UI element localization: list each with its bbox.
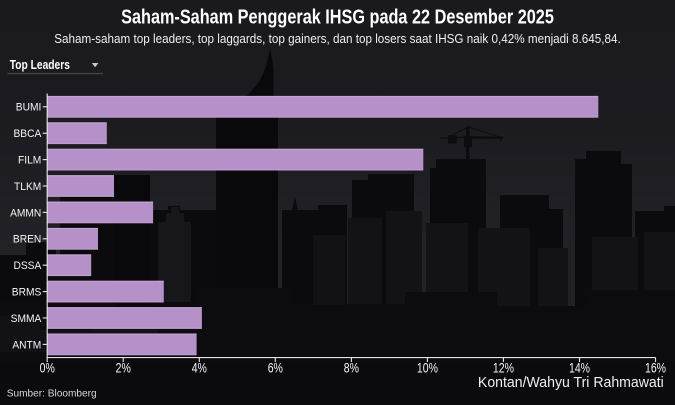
svg-text:DSSA: DSSA (13, 260, 42, 272)
svg-text:2%: 2% (116, 360, 131, 376)
svg-text:6%: 6% (268, 360, 283, 376)
svg-text:Sumber: Bloomberg: Sumber: Bloomberg (7, 389, 97, 400)
svg-text:AMMN: AMMN (10, 207, 41, 219)
svg-text:10%: 10% (417, 360, 438, 376)
svg-text:BRMS: BRMS (12, 286, 42, 298)
svg-text:BUMI: BUMI (16, 101, 42, 113)
svg-text:Kontan/Wahyu Tri Rahmawati: Kontan/Wahyu Tri Rahmawati (478, 375, 664, 391)
svg-text:Saham-Saham Penggerak IHSG pad: Saham-Saham Penggerak IHSG pada 22 Desem… (121, 6, 554, 28)
svg-text:SMMA: SMMA (11, 313, 43, 325)
svg-text:TLKM: TLKM (14, 181, 41, 193)
svg-text:FILM: FILM (18, 154, 41, 166)
svg-text:BBCA: BBCA (13, 128, 42, 140)
svg-text:Top Leaders: Top Leaders (10, 59, 70, 72)
svg-text:8%: 8% (344, 360, 359, 376)
svg-text:BREN: BREN (13, 233, 41, 245)
svg-text:Saham-saham top leaders, top l: Saham-saham top leaders, top laggards, t… (54, 32, 621, 46)
svg-text:ANTM: ANTM (12, 339, 41, 351)
svg-text:4%: 4% (192, 360, 207, 376)
svg-text:0%: 0% (40, 360, 55, 376)
svg-text:16%: 16% (645, 360, 666, 376)
svg-text:12%: 12% (493, 360, 514, 376)
svg-text:14%: 14% (569, 360, 590, 376)
